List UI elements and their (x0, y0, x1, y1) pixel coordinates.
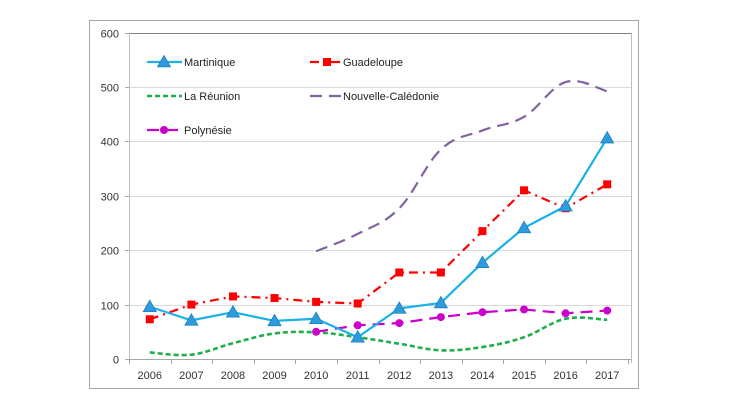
series-guadeloupe (145, 180, 612, 324)
data-point (603, 180, 612, 189)
data-point (145, 315, 154, 324)
data-point (312, 297, 321, 306)
y-tick-label: 100 (101, 301, 119, 313)
data-point (312, 327, 321, 336)
legend-item: Martinique (147, 54, 235, 69)
series-line (315, 308, 608, 333)
data-point (520, 305, 529, 314)
series-line (149, 183, 608, 321)
data-point (558, 198, 573, 212)
y-axis-ticks: 0 100 200 300 400 500 600 (101, 29, 129, 367)
y-tick-label: 0 (113, 355, 119, 367)
series-la-r-union (149, 316, 608, 357)
legend-item: Polynésie (147, 125, 232, 137)
data-point (520, 186, 529, 195)
legend-label: Polynésie (184, 125, 232, 137)
x-axis-ticks: 2006 2007 2008 2009 2010 2011 2012 2013 2014 2015… (129, 359, 629, 382)
legend-marker (156, 54, 172, 68)
chart-frame (89, 20, 639, 389)
x-tick-label: 2013 (429, 370, 453, 382)
legend-label: Martinique (184, 57, 235, 69)
data-point (350, 329, 365, 343)
data-point (478, 308, 487, 317)
series-line (315, 79, 608, 253)
series-line (149, 316, 608, 357)
x-tick-label: 2014 (470, 370, 494, 382)
y-tick-label: 200 (101, 246, 119, 258)
y-tick-label: 300 (101, 192, 119, 204)
data-point (516, 220, 532, 234)
legend-item: Guadeloupe (310, 57, 403, 69)
data-point (228, 292, 237, 301)
legend-marker (323, 58, 331, 66)
data-point (436, 313, 445, 322)
axes (125, 32, 632, 363)
data-point (392, 301, 407, 314)
data-point (353, 299, 362, 308)
x-tick-label: 2017 (595, 370, 619, 382)
legend-label: Guadeloupe (343, 57, 403, 69)
data-point (436, 268, 445, 277)
y-tick-label: 600 (101, 29, 119, 41)
gridlines (129, 33, 631, 306)
x-tick-label: 2016 (553, 370, 577, 382)
series-polyn-sie (312, 305, 612, 336)
data-point (603, 306, 612, 315)
series-martinique (142, 130, 615, 343)
data-point (184, 313, 199, 326)
data-point (308, 311, 324, 325)
data-point (267, 313, 282, 327)
data-point (478, 227, 487, 236)
x-tick-label: 2011 (346, 370, 370, 382)
data-point (561, 309, 570, 318)
legend-label: Nouvelle-Calédonie (343, 91, 439, 103)
data-point (433, 295, 449, 309)
legend: Martinique Guadeloupe La Réunion Nouvelle-C… (147, 54, 439, 137)
data-point (395, 319, 404, 328)
x-tick-label: 2010 (304, 370, 328, 382)
x-tick-label: 2015 (512, 370, 536, 382)
y-tick-label: 500 (101, 83, 119, 95)
series-group (142, 79, 615, 357)
data-point (225, 304, 241, 318)
legend-item: Nouvelle-Calédonie (310, 91, 439, 103)
data-point (395, 268, 404, 277)
x-tick-label: 2012 (387, 370, 411, 382)
data-point (270, 294, 279, 303)
legend-marker (160, 126, 168, 134)
data-point (353, 321, 362, 330)
x-tick-label: 2006 (138, 370, 162, 382)
y-tick-label: 400 (101, 137, 119, 149)
data-point (475, 255, 490, 268)
legend-label: La Réunion (184, 91, 240, 103)
series-line (149, 137, 609, 339)
data-point (600, 130, 615, 144)
legend-item: La Réunion (147, 91, 240, 103)
x-tick-label: 2009 (262, 370, 286, 382)
data-point (142, 299, 157, 313)
x-tick-label: 2008 (221, 370, 245, 382)
series-nouvelle-cal-donie (315, 79, 608, 253)
data-point (187, 300, 196, 309)
x-tick-label: 2007 (179, 370, 203, 382)
